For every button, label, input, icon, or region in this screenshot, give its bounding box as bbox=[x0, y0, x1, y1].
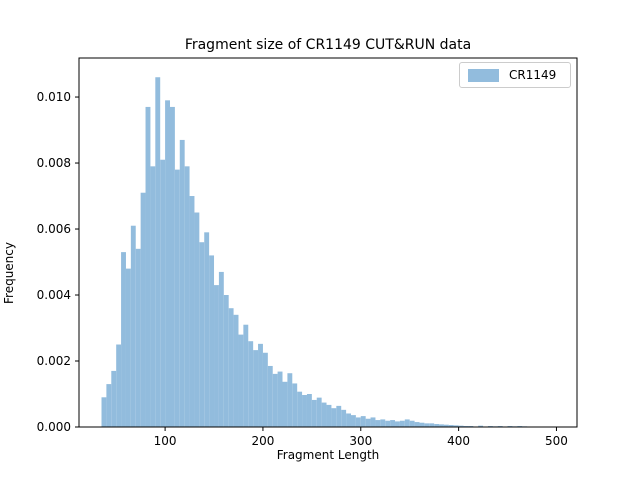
histogram-bar bbox=[404, 419, 410, 427]
histogram-bar bbox=[331, 408, 337, 427]
histogram-bar bbox=[429, 423, 435, 427]
y-tick-label: 0.010 bbox=[37, 90, 71, 104]
histogram-bar bbox=[179, 139, 185, 427]
histogram-bar bbox=[223, 295, 229, 427]
histogram-bar bbox=[111, 370, 117, 427]
histogram-bar bbox=[267, 365, 273, 427]
histogram-bar bbox=[360, 416, 366, 427]
histogram-bar bbox=[395, 421, 400, 427]
y-tick-label: 0.002 bbox=[37, 354, 71, 368]
histogram-bar bbox=[316, 397, 322, 427]
histogram-bar bbox=[116, 344, 122, 427]
histogram-bar bbox=[453, 425, 459, 427]
histogram-bar bbox=[380, 419, 386, 427]
histogram-bar bbox=[306, 394, 312, 427]
histogram-bar bbox=[350, 415, 356, 427]
histogram-bar bbox=[160, 159, 166, 428]
histogram-bar bbox=[169, 106, 175, 428]
y-tick-label: 0.006 bbox=[37, 222, 71, 236]
histogram-bar bbox=[326, 404, 332, 427]
histogram-bar bbox=[272, 373, 278, 427]
histogram-bar bbox=[243, 324, 249, 427]
histogram-bar bbox=[282, 381, 288, 427]
histogram-bar bbox=[458, 425, 464, 427]
histogram-bar bbox=[165, 100, 170, 427]
histogram-bar bbox=[125, 268, 131, 427]
histogram-bar bbox=[135, 248, 141, 427]
x-tick-label: 200 bbox=[251, 434, 274, 448]
legend-box: CR1149 bbox=[459, 62, 571, 88]
x-tick-label: 400 bbox=[447, 434, 470, 448]
histogram-bar bbox=[209, 255, 215, 427]
histogram-bar bbox=[390, 420, 396, 427]
histogram-bar bbox=[414, 422, 420, 427]
histogram-bar bbox=[130, 225, 136, 427]
histogram-bar bbox=[106, 384, 112, 427]
histogram-bar bbox=[375, 420, 381, 427]
histogram-bar bbox=[424, 423, 430, 427]
legend-label-cr1149: CR1149 bbox=[509, 68, 557, 82]
legend-swatch-cr1149 bbox=[468, 68, 499, 82]
histogram-bar bbox=[184, 166, 190, 427]
histogram-bar bbox=[434, 424, 440, 427]
histogram-bar bbox=[419, 422, 425, 427]
x-tick-label: 100 bbox=[154, 434, 177, 448]
histogram-bar bbox=[409, 420, 415, 427]
histogram-bar bbox=[297, 391, 303, 427]
y-tick-label: 0.000 bbox=[37, 420, 71, 434]
histogram-bar bbox=[150, 166, 156, 427]
histogram-bar bbox=[233, 314, 239, 427]
histogram-bar bbox=[214, 285, 219, 427]
histogram-bar bbox=[174, 169, 180, 427]
histogram-bar bbox=[194, 212, 200, 427]
histogram-bar bbox=[287, 373, 293, 427]
histogram-bar bbox=[258, 343, 263, 427]
histogram-bar bbox=[145, 106, 151, 428]
chart-title: Fragment size of CR1149 CUT&RUN data bbox=[184, 37, 472, 53]
x-tick-label: 300 bbox=[349, 434, 372, 448]
y-axis-label-text: Frequency bbox=[2, 242, 16, 304]
histogram-bar bbox=[311, 399, 317, 427]
histogram-bar bbox=[140, 192, 146, 427]
histogram-bar bbox=[399, 420, 405, 427]
histogram-bar bbox=[448, 425, 454, 427]
histogram-bar bbox=[365, 418, 371, 427]
histogram-bar bbox=[346, 413, 351, 427]
histogram-bar bbox=[101, 397, 107, 427]
y-tick-label: 0.008 bbox=[37, 156, 71, 170]
axes-frame bbox=[78, 57, 578, 428]
histogram-bar bbox=[155, 77, 161, 428]
histogram-bar bbox=[439, 424, 444, 427]
histogram-bar bbox=[478, 425, 484, 427]
histogram-bar bbox=[370, 417, 376, 427]
histogram-bar bbox=[443, 424, 449, 427]
x-axis-label: Fragment Length bbox=[276, 448, 380, 462]
histogram-bar bbox=[228, 308, 234, 427]
histogram-bar bbox=[336, 405, 342, 427]
histogram-bar bbox=[341, 409, 347, 427]
histogram-bar bbox=[321, 402, 327, 427]
histogram-bar bbox=[385, 420, 391, 427]
histogram-bar bbox=[204, 232, 210, 427]
histogram-bar bbox=[262, 352, 268, 427]
histogram-bar bbox=[355, 417, 361, 427]
histogram-bar bbox=[277, 371, 283, 427]
histogram-bar bbox=[292, 383, 298, 427]
y-tick-label: 0.004 bbox=[37, 288, 71, 302]
x-tick-label: 500 bbox=[545, 434, 568, 448]
histogram-bar bbox=[199, 242, 205, 427]
histogram-bar bbox=[218, 271, 224, 427]
histogram-bar bbox=[121, 252, 126, 427]
histogram-bar bbox=[189, 196, 195, 427]
histogram-bar bbox=[253, 350, 259, 427]
histogram-bar bbox=[238, 334, 244, 427]
histogram-bar bbox=[302, 394, 307, 427]
histogram-bar bbox=[248, 341, 254, 427]
